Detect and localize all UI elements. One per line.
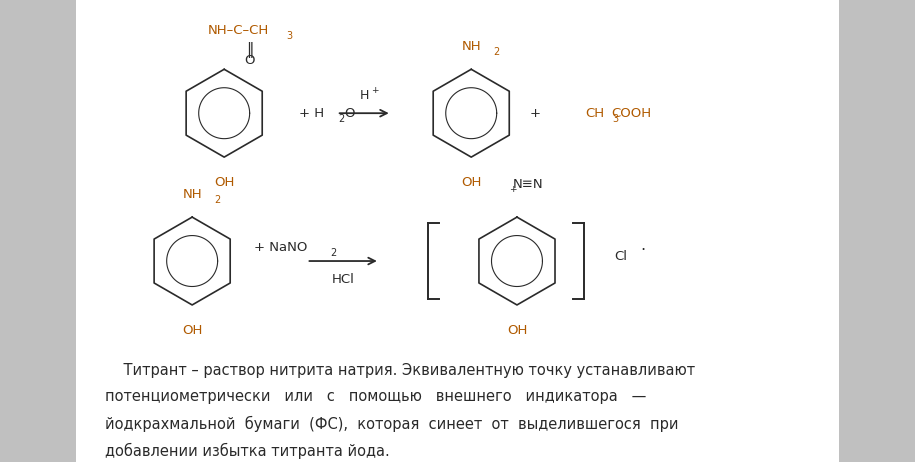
Text: 3: 3 — [286, 31, 293, 41]
Text: NH: NH — [182, 188, 202, 201]
Text: NH: NH — [461, 40, 481, 53]
Text: CH: CH — [586, 107, 604, 120]
Text: NH–C–CH: NH–C–CH — [208, 24, 268, 36]
Text: H: H — [360, 89, 369, 102]
Text: 2: 2 — [215, 195, 221, 205]
Text: OH: OH — [182, 324, 202, 337]
Text: 3: 3 — [613, 114, 619, 124]
Text: +: + — [509, 185, 516, 194]
FancyBboxPatch shape — [76, 0, 839, 462]
Text: OH: OH — [461, 176, 481, 189]
Text: COOH: COOH — [611, 107, 651, 120]
Text: 2: 2 — [494, 47, 500, 57]
Text: +: + — [371, 85, 379, 95]
Text: 2: 2 — [339, 114, 344, 124]
Text: потенциометрически   или   с   помощью   внешнего   индикатора   —: потенциометрически или с помощью внешнег… — [105, 389, 647, 404]
Text: добавлении избытка титранта йода.: добавлении избытка титранта йода. — [105, 443, 390, 459]
Text: OH: OH — [507, 324, 527, 337]
Text: + H: + H — [298, 107, 324, 120]
Text: OH: OH — [214, 176, 234, 189]
Text: йодкрахмальной  бумаги  (ФС),  которая  синеет  от  выделившегося  при: йодкрахмальной бумаги (ФС), которая сине… — [105, 416, 679, 432]
Text: Cl: Cl — [614, 250, 627, 263]
Text: HCl: HCl — [331, 273, 355, 286]
Text: + NaNO: + NaNO — [254, 241, 307, 254]
Text: ·: · — [640, 243, 646, 258]
Text: +: + — [530, 107, 541, 120]
Text: Титрант – раствор нитрита натрия. Эквивалентную точку устанавливают: Титрант – раствор нитрита натрия. Эквива… — [105, 363, 695, 377]
Text: 2: 2 — [330, 248, 336, 258]
Text: ‖: ‖ — [246, 42, 253, 58]
Text: O: O — [244, 55, 255, 67]
Text: O: O — [344, 107, 355, 120]
Text: N≡N: N≡N — [512, 178, 544, 191]
